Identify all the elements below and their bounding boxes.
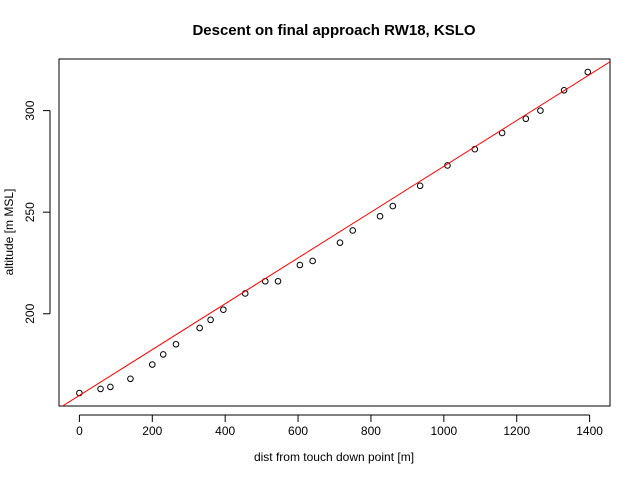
data-point [159, 351, 167, 358]
data-point [127, 375, 134, 383]
x-tick-label: 0 [76, 424, 83, 438]
data-point [309, 257, 316, 265]
data-point [220, 306, 227, 314]
x-tick-label: 400 [215, 424, 235, 438]
x-tick-label: 1000 [430, 424, 457, 438]
y-axis-label: altitude [m MSL] [2, 189, 16, 276]
plot-frame [58, 58, 611, 407]
y-tick-label: 200 [23, 303, 37, 323]
data-point [389, 202, 397, 210]
data-point [416, 182, 424, 190]
x-tick-label: 200 [142, 424, 162, 438]
y-tick-label: 250 [23, 202, 37, 222]
data-point [207, 316, 214, 324]
data-point [376, 212, 384, 220]
data-point [274, 277, 282, 285]
data-point [537, 107, 544, 114]
x-tick-label: 600 [288, 424, 308, 438]
data-point [349, 227, 357, 234]
chart-title: Descent on final approach RW18, KSLO [192, 22, 475, 39]
data-point [172, 340, 180, 348]
data-point [336, 239, 344, 246]
data-point [296, 261, 304, 269]
data-point [196, 324, 203, 332]
x-tick-label: 1200 [503, 424, 530, 438]
fit-line [61, 61, 610, 406]
plot-area: 0 200 400 600 800 1000 1200 1400 200 250 300 [23, 58, 611, 438]
data-point [584, 68, 592, 76]
x-axis-label: dist from touch down point [m] [254, 450, 414, 464]
data-point [107, 383, 114, 391]
data-point [522, 115, 530, 123]
x-tick-label: 1400 [576, 424, 603, 438]
x-tick-label: 800 [361, 424, 381, 438]
data-point [148, 361, 156, 368]
data-point [560, 86, 568, 94]
y-tick-label: 300 [23, 100, 37, 120]
data-point [97, 385, 104, 393]
